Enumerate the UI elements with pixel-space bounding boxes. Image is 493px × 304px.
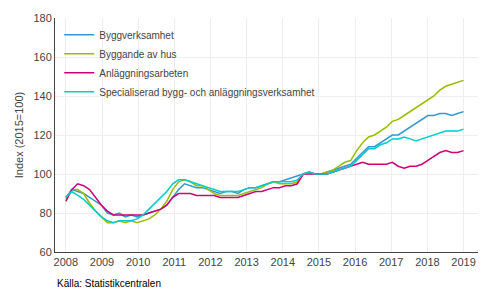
- svg-text:Källa: Statistikcentralen: Källa: Statistikcentralen: [57, 278, 161, 289]
- svg-text:2016: 2016: [343, 256, 367, 268]
- svg-text:140: 140: [33, 90, 51, 102]
- svg-text:2014: 2014: [271, 256, 295, 268]
- svg-text:Index (2015=100): Index (2015=100): [13, 92, 25, 179]
- svg-text:2017: 2017: [379, 256, 403, 268]
- svg-text:160: 160: [33, 51, 51, 63]
- svg-text:Byggande av hus: Byggande av hus: [99, 49, 176, 60]
- svg-text:2018: 2018: [415, 256, 439, 268]
- svg-text:2009: 2009: [90, 256, 114, 268]
- svg-text:Anläggningsarbeten: Anläggningsarbeten: [99, 68, 188, 79]
- svg-text:2013: 2013: [234, 256, 258, 268]
- svg-text:2010: 2010: [126, 256, 150, 268]
- svg-text:2019: 2019: [451, 256, 475, 268]
- svg-text:Specialiserad bygg- och anlägg: Specialiserad bygg- och anläggningsverks…: [99, 87, 314, 98]
- svg-text:180: 180: [33, 12, 51, 24]
- svg-text:80: 80: [40, 207, 52, 219]
- svg-text:2015: 2015: [307, 256, 331, 268]
- svg-text:100: 100: [33, 168, 51, 180]
- svg-text:2008: 2008: [54, 256, 78, 268]
- svg-text:2011: 2011: [162, 256, 186, 268]
- svg-text:60: 60: [40, 246, 52, 258]
- svg-text:Byggverksamhet: Byggverksamhet: [99, 30, 174, 41]
- svg-text:2012: 2012: [198, 256, 222, 268]
- svg-text:120: 120: [33, 129, 51, 141]
